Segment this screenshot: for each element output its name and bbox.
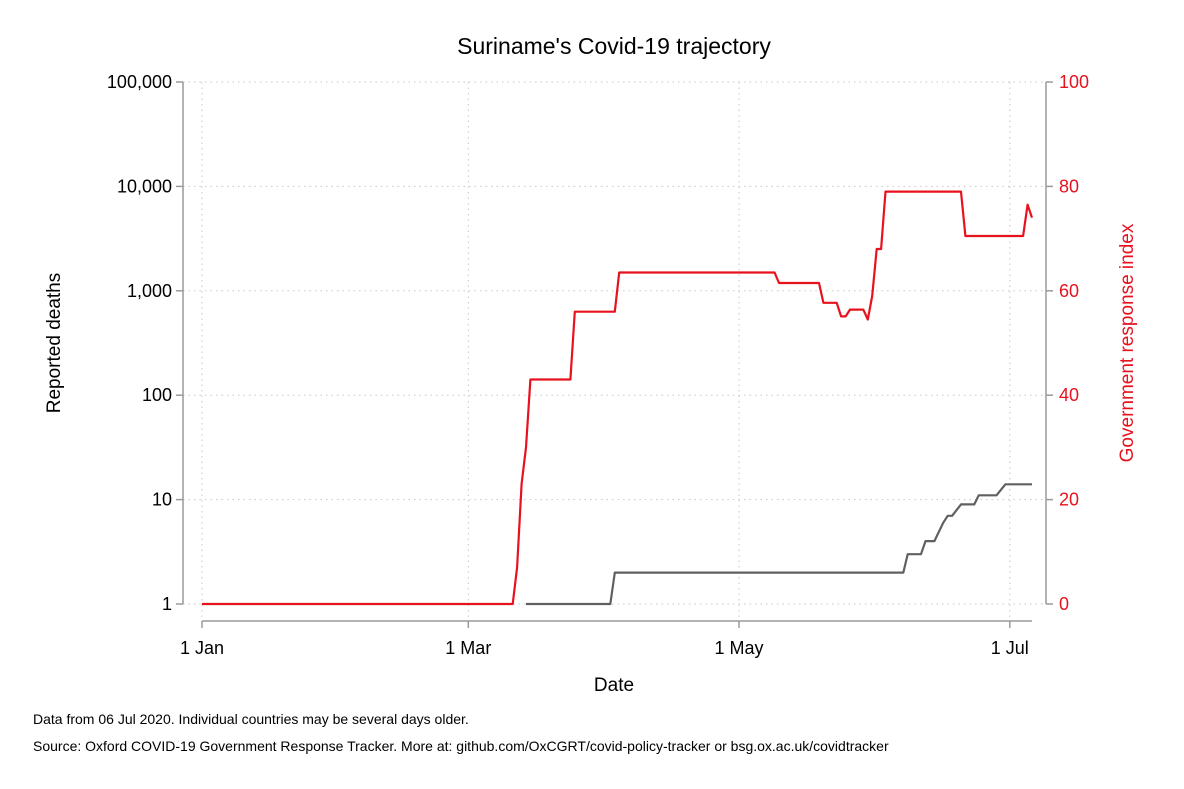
left-tick-label: 1	[162, 594, 172, 614]
right-tick-label: 100	[1059, 72, 1089, 92]
source-note: Source: Oxford COVID-19 Government Respo…	[33, 738, 889, 754]
right-tick-label: 80	[1059, 176, 1079, 196]
left-tick-label: 1,000	[127, 281, 172, 301]
series-response-line	[202, 190, 1034, 606]
right-tick-label: 0	[1059, 594, 1069, 614]
chart: 1 10 100 1,000 10,000 100,000 0 20 40 60 80 100 1 Ja…	[44, 33, 1138, 696]
right-tick-label: 40	[1059, 385, 1079, 405]
x-tick-label: 1 Jul	[991, 638, 1029, 658]
y2-axis-title: Government response index	[1117, 223, 1138, 462]
x-axis-title: Date	[594, 675, 634, 696]
left-tick-label: 10,000	[117, 176, 172, 196]
chart-title: Suriname's Covid-19 trajectory	[457, 33, 771, 59]
data-date-note: Data from 06 Jul 2020. Individual countr…	[33, 711, 469, 727]
x-tick-label: 1 May	[715, 638, 764, 658]
x-tick-label: 1 Mar	[445, 638, 491, 658]
series-deaths-line	[526, 483, 1032, 606]
right-tick-label: 60	[1059, 281, 1079, 301]
x-tick-label: 1 Jan	[180, 638, 224, 658]
right-tick-label: 20	[1059, 490, 1079, 510]
y-axis-title: Reported deaths	[44, 273, 65, 414]
left-tick-label: 10	[152, 490, 172, 510]
left-tick-label: 100,000	[107, 72, 172, 92]
left-tick-label: 100	[142, 385, 172, 405]
